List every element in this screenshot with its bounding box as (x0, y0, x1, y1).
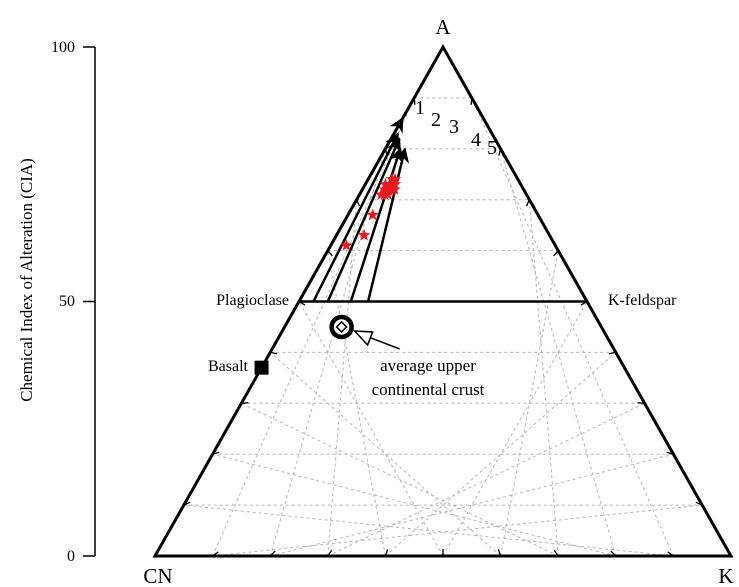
grid-line (471, 97, 674, 557)
trend-label-3: 3 (449, 116, 459, 138)
edge-ticks (183, 97, 703, 557)
sample-star (340, 239, 353, 251)
grid-line (327, 402, 645, 557)
sample-star (379, 177, 392, 190)
edge-tick (666, 451, 674, 455)
axis-tick-100: 100 (51, 39, 75, 56)
sample-star (378, 183, 392, 195)
reference-points (254, 314, 400, 375)
edge-tick (384, 549, 389, 557)
edge-tick (610, 550, 617, 557)
trend-arrow-3 (326, 137, 401, 303)
edge-tick (498, 148, 502, 156)
edge-tick (470, 97, 473, 105)
grid-line (298, 301, 444, 557)
trend-label-1: 1 (415, 97, 425, 119)
k-feldspar-label: K-feldspar (608, 292, 677, 309)
edge-tick (525, 199, 530, 207)
axis-tick-0: 0 (67, 548, 75, 565)
basalt-label: Basalt (208, 358, 249, 375)
grid-lines (183, 97, 703, 557)
axis-tick-50: 50 (59, 293, 75, 310)
edge-tick (183, 501, 191, 506)
edge-tick (212, 551, 219, 557)
edge-tick (553, 250, 559, 257)
edge-tick (413, 97, 416, 105)
trend-arrow-5 (366, 147, 410, 302)
trend-arrow-2 (312, 132, 400, 303)
edge-tick (327, 549, 333, 557)
ucc-pointer-head (352, 330, 374, 347)
edge-tick (497, 549, 502, 557)
edge-tick (298, 300, 306, 306)
trend-label-2: 2 (431, 109, 441, 131)
edge-tick (695, 501, 703, 506)
sample-star (358, 228, 371, 241)
edge-tick (241, 402, 249, 404)
basalt-marker (254, 360, 269, 375)
grid-line (212, 97, 415, 557)
grid-line (500, 148, 617, 557)
weathering-trends (297, 116, 410, 303)
ucc-label-line1: average upper (380, 356, 476, 375)
edge-tick (580, 300, 588, 306)
edge-tick (608, 351, 616, 355)
ucc-marker-diamond (335, 320, 348, 334)
edge-tick (637, 402, 645, 404)
sample-star (388, 183, 401, 195)
cia-axis (83, 46, 96, 557)
ucc-label-line2: continental crust (372, 380, 485, 399)
axis-title: Chemical Index of Alteration (CIA) (17, 158, 36, 402)
vertex-label-k: K (718, 564, 733, 587)
sample-star (385, 172, 399, 185)
plagioclase-label: Plagioclase (216, 292, 289, 309)
grid-line (269, 148, 386, 557)
edge-tick (667, 551, 674, 557)
vertex-label-cn: CN (143, 564, 172, 587)
sample-star (381, 188, 395, 200)
grid-line (183, 504, 674, 557)
sample-points (340, 172, 402, 251)
edge-tick (270, 351, 278, 355)
grid-line (212, 504, 703, 557)
grid-line (241, 402, 559, 557)
edge-tick (553, 549, 559, 557)
sample-star (366, 208, 379, 221)
vertex-label-a: A (435, 15, 451, 39)
edge-tick (212, 451, 220, 455)
sample-star (375, 188, 388, 200)
trend-label-4: 4 (471, 129, 481, 151)
grid-line (442, 301, 588, 557)
edge-tick (269, 550, 276, 557)
trend-label-5: 5 (487, 137, 497, 159)
